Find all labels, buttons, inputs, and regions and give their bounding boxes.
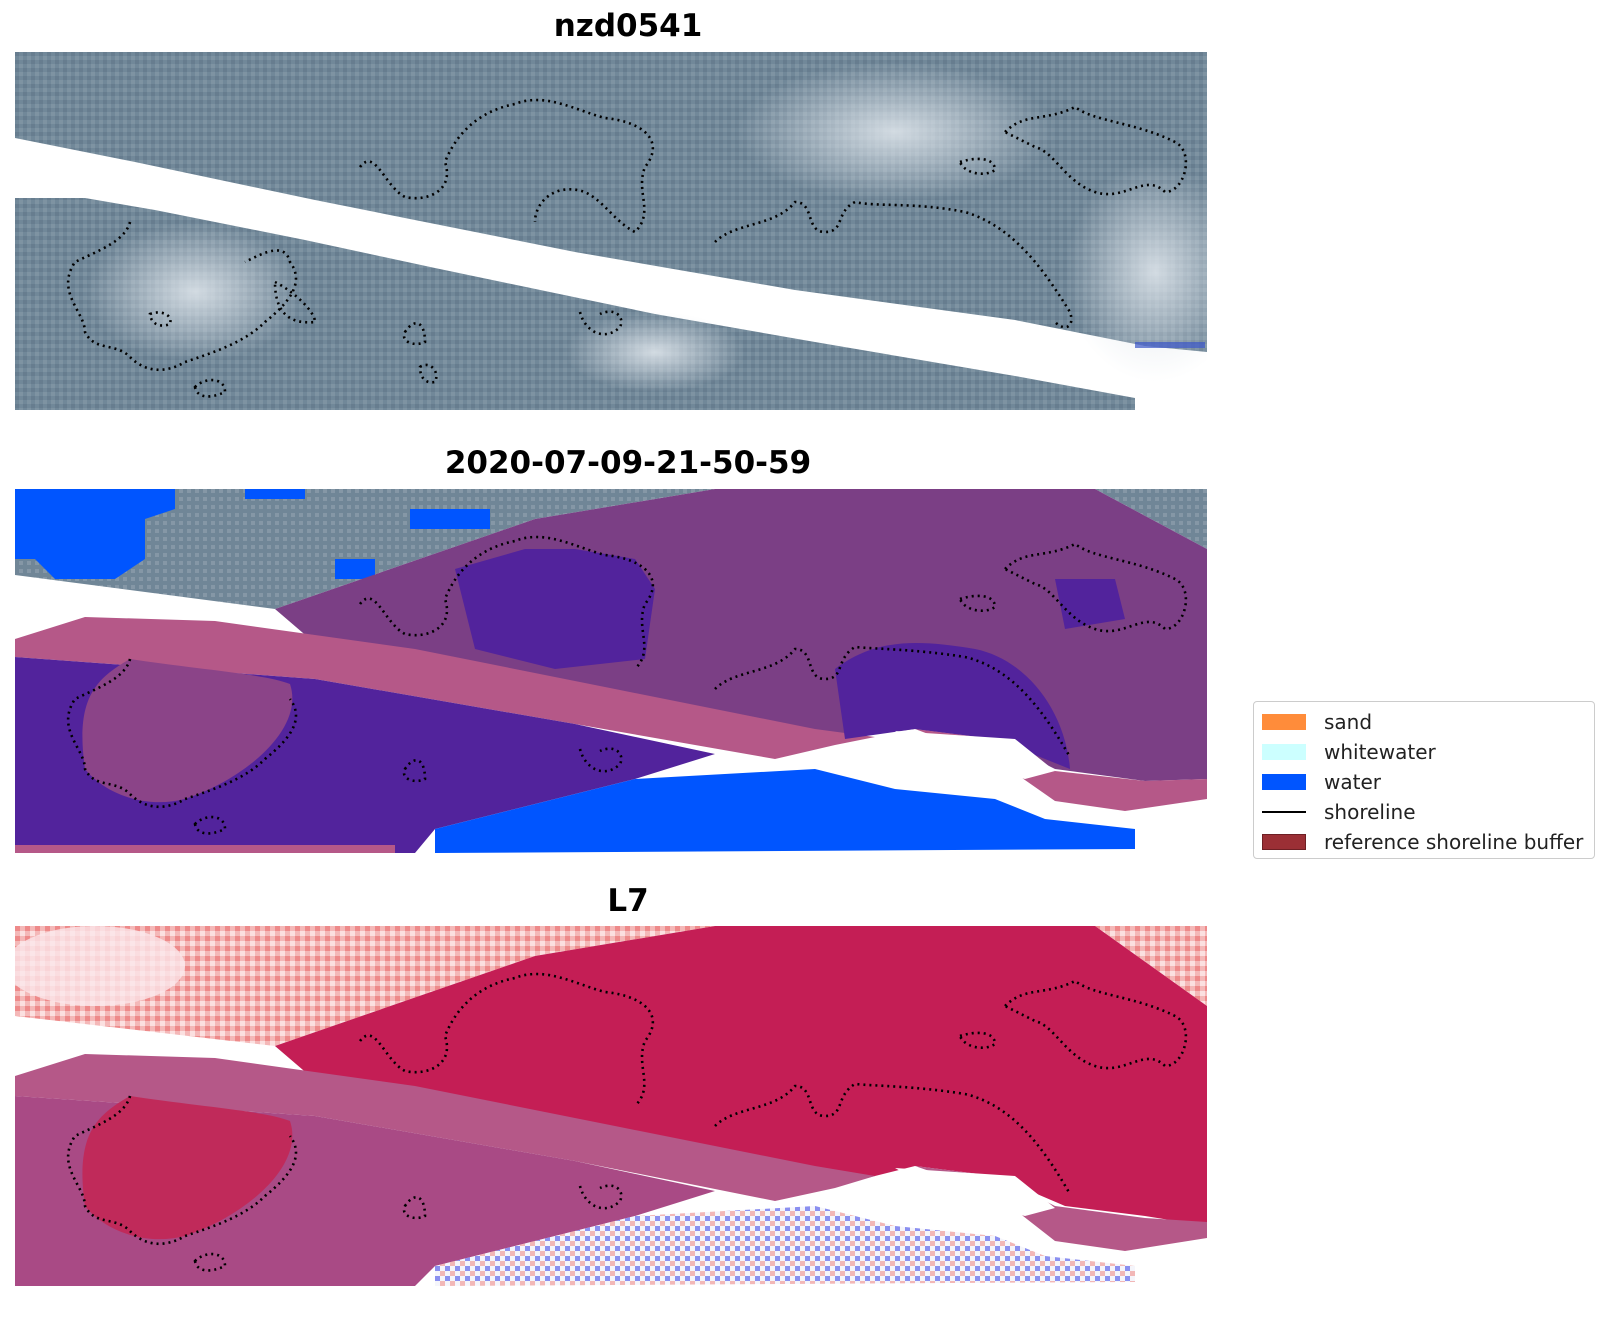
index-panel xyxy=(15,926,1207,1286)
panel-title-2: 2020-07-09-21-50-59 xyxy=(444,445,812,481)
legend-item-water: water xyxy=(1262,767,1586,797)
index-image xyxy=(15,926,1207,1286)
satellite-rgb-panel xyxy=(15,52,1207,410)
legend-item-whitewater: whitewater xyxy=(1262,737,1586,767)
legend: sand whitewater water shoreline referenc… xyxy=(1253,701,1595,859)
legend-label: reference shoreline buffer xyxy=(1324,830,1584,854)
legend-label: sand xyxy=(1324,710,1373,734)
water-swatch xyxy=(1262,774,1306,790)
sand-swatch xyxy=(1262,714,1306,730)
legend-label: water xyxy=(1324,770,1381,794)
legend-item-shoreline: shoreline xyxy=(1262,797,1586,827)
classified-image xyxy=(15,489,1207,853)
whitewater-swatch xyxy=(1262,744,1306,760)
legend-label: whitewater xyxy=(1324,740,1436,764)
panel-title-3: L7 xyxy=(607,883,649,919)
shoreline-swatch xyxy=(1262,811,1306,813)
rgb-image xyxy=(15,52,1207,410)
classified-panel xyxy=(15,489,1207,853)
legend-label: shoreline xyxy=(1324,800,1416,824)
legend-item-sand: sand xyxy=(1262,707,1586,737)
panel-title-1: nzd0541 xyxy=(553,8,703,44)
legend-item-buffer: reference shoreline buffer xyxy=(1262,827,1586,857)
buffer-swatch xyxy=(1262,834,1306,850)
